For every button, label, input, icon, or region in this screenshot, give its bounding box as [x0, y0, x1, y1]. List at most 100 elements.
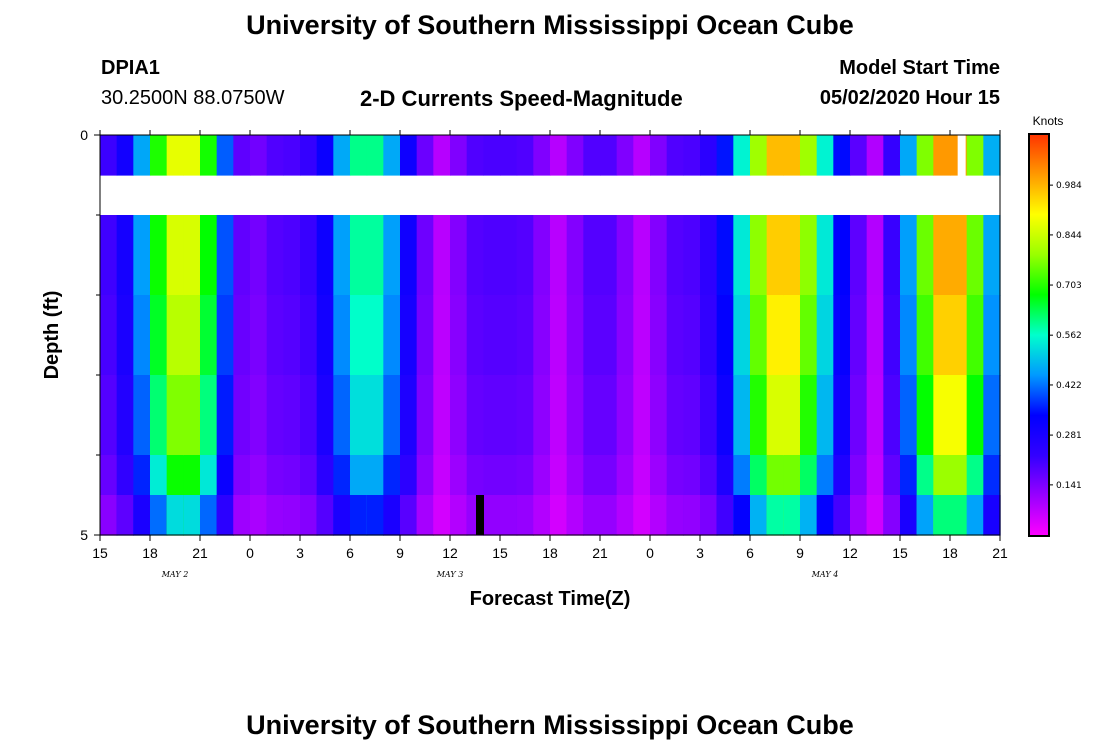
chart-title: 2-D Currents Speed-Magnitude — [360, 86, 683, 111]
heatmap-cell — [116, 495, 134, 536]
heatmap-cell — [833, 495, 851, 536]
heatmap-cell — [750, 135, 768, 176]
heatmap-cell — [750, 215, 768, 296]
heatmap-cell — [600, 375, 618, 456]
heatmap-cell — [483, 215, 501, 296]
heatmap-cell — [150, 135, 168, 176]
x-tick-label: 0 — [646, 545, 654, 561]
heatmap-cell — [333, 295, 351, 376]
heatmap-cell — [766, 135, 784, 176]
heatmap-cell — [733, 215, 751, 296]
heatmap-cell — [333, 135, 351, 176]
heatmap-cell — [716, 295, 734, 376]
heatmap-cell — [183, 495, 201, 536]
heatmap-cell — [316, 135, 334, 176]
heatmap-cell — [516, 215, 534, 296]
heatmap-cell — [933, 375, 951, 456]
heatmap-cell — [666, 215, 684, 296]
page-title: University of Southern Mississippi Ocean… — [246, 10, 854, 40]
heatmap-cell — [450, 295, 468, 376]
heatmap-cell — [450, 375, 468, 456]
heatmap-cell — [183, 215, 201, 296]
heatmap-cell — [883, 295, 901, 376]
heatmap-cell — [916, 495, 934, 536]
heatmap-cell — [766, 295, 784, 376]
heatmap-cell — [550, 495, 568, 536]
colorbar-tick-label: 0.281 — [1056, 431, 1082, 441]
heatmap-cell — [566, 215, 584, 296]
heatmap-cell — [716, 135, 734, 176]
heatmap-cell — [383, 495, 401, 536]
heatmap-cell — [633, 215, 651, 296]
heatmap-cell — [483, 135, 501, 176]
x-tick-label: 12 — [442, 545, 458, 561]
heatmap-cell — [916, 135, 934, 176]
heatmap-cell — [433, 375, 451, 456]
heatmap-cell — [516, 375, 534, 456]
heatmap-cell — [900, 495, 918, 536]
heatmap-cell — [116, 215, 134, 296]
heatmap-cell — [533, 495, 551, 536]
heatmap-cell — [716, 375, 734, 456]
heatmap-cell — [283, 215, 301, 296]
heatmap-cell — [116, 375, 134, 456]
heatmap-cell — [250, 295, 268, 376]
heatmap-cell — [316, 295, 334, 376]
heatmap-cell — [650, 215, 668, 296]
x-tick-label: 18 — [142, 545, 158, 561]
heatmap-cell — [166, 295, 184, 376]
heatmap-cell — [650, 135, 668, 176]
heatmap-cell — [500, 215, 518, 296]
x-day-label: MAY 2 — [161, 570, 189, 579]
heatmap-cell — [416, 135, 434, 176]
heatmap-cell — [300, 135, 318, 176]
heatmap-cell — [466, 375, 484, 456]
x-tick-label: 21 — [592, 545, 608, 561]
heatmap-cell — [100, 495, 118, 536]
heatmap-cell — [600, 215, 618, 296]
heatmap-cell — [883, 495, 901, 536]
heatmap-cell — [500, 375, 518, 456]
heatmap-cell — [683, 215, 701, 296]
y-axis-label: Depth (ft) — [41, 291, 63, 380]
heatmap-cell — [733, 135, 751, 176]
heatmap-cell — [366, 295, 384, 376]
heatmap-cell — [316, 215, 334, 296]
heatmap-cell — [566, 495, 584, 536]
heatmap-cell — [183, 135, 201, 176]
heatmap-cell — [633, 375, 651, 456]
heatmap-cell — [950, 375, 968, 456]
heatmap-cell — [816, 295, 834, 376]
heatmap-cell — [616, 295, 634, 376]
heatmap-cell — [966, 135, 984, 176]
heatmap-cell — [300, 495, 318, 536]
heatmap-cell — [983, 215, 1001, 296]
heatmap-cell — [800, 135, 818, 176]
heatmap-cell — [400, 215, 418, 296]
heatmap-cell — [700, 375, 718, 456]
heatmap-cell — [200, 495, 218, 536]
heatmap-cell — [950, 495, 968, 536]
heatmap-cell — [316, 495, 334, 536]
heatmap-cell — [383, 375, 401, 456]
x-tick-label: 6 — [346, 545, 354, 561]
heatmap-cell — [300, 375, 318, 456]
heatmap-cell — [616, 215, 634, 296]
heatmap-cell — [416, 215, 434, 296]
heatmap-cell — [433, 295, 451, 376]
heatmap-cell — [833, 375, 851, 456]
heatmap-cell — [266, 375, 284, 456]
heatmap-cell — [783, 215, 801, 296]
colorbar-tick-label: 0.141 — [1056, 481, 1082, 491]
x-axis-label: Forecast Time(Z) — [470, 588, 631, 610]
heatmap-cell — [100, 135, 118, 176]
heatmap-cell — [166, 495, 184, 536]
heatmap-cell — [600, 495, 618, 536]
heatmap-cell — [533, 375, 551, 456]
heatmap-cell — [100, 215, 118, 296]
heatmap-cell — [533, 215, 551, 296]
x-tick-label: 9 — [796, 545, 804, 561]
y-tick-label: 0 — [80, 127, 88, 143]
heatmap-cell — [866, 375, 884, 456]
